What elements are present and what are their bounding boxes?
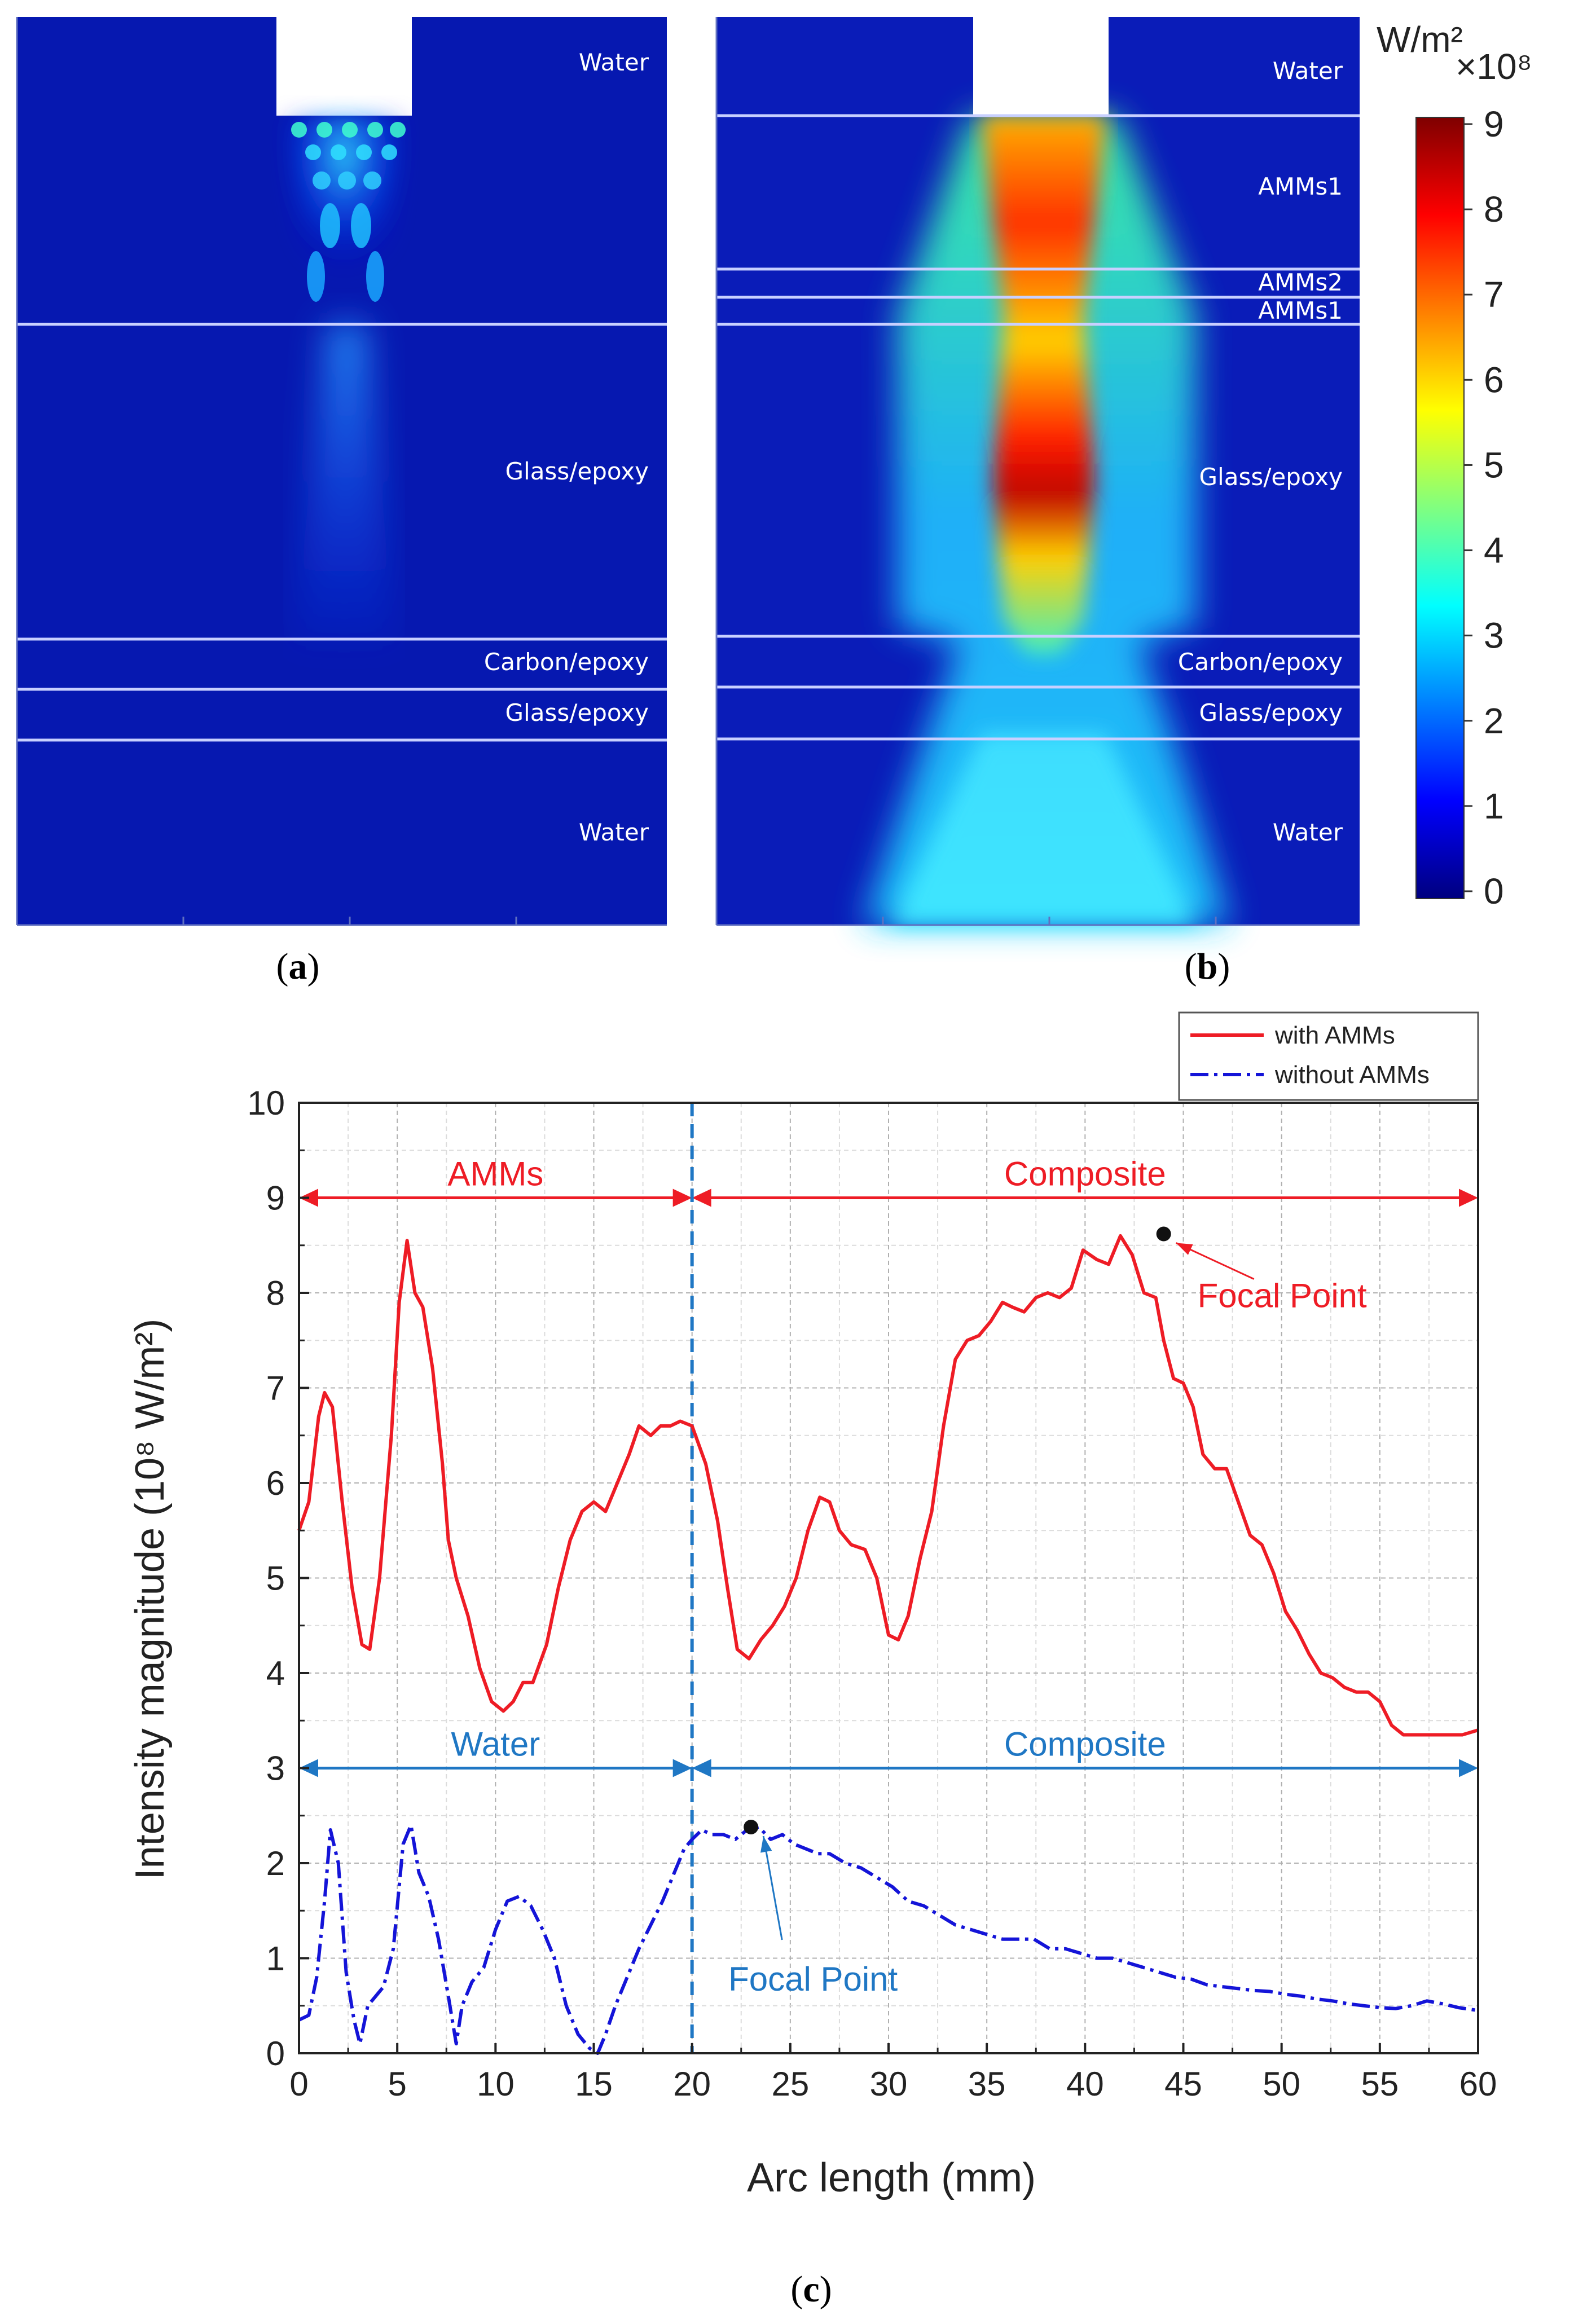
colorbar-gradient	[1415, 117, 1465, 899]
chart-series	[297, 1234, 1479, 2055]
colorbar-tick-label: 8	[1484, 189, 1504, 230]
colorbar-tick-label: 2	[1484, 701, 1504, 741]
layer-label-b-amms2: AMMs2	[1258, 269, 1343, 296]
x-tick-label: 50	[1263, 2065, 1300, 2103]
region-arrow-lower-right-head-left	[692, 1759, 711, 1777]
layer-label-a-water-top: Water	[579, 49, 649, 76]
layer-label-b-glass-epoxy-1: Glass/epoxy	[1199, 463, 1343, 491]
focal-point-arrowhead	[1176, 1243, 1193, 1255]
x-tick-label: 25	[771, 2065, 809, 2103]
y-tick-label: 4	[266, 1654, 285, 1692]
layer-label-b-carbon-epoxy: Carbon/epoxy	[1178, 648, 1343, 676]
y-tick-label: 1	[266, 1940, 285, 1978]
layer-label-b-amms1-bottom: AMMs1	[1258, 297, 1343, 324]
layer-label-a-carbon-epoxy: Carbon/epoxy	[484, 648, 649, 676]
colorbar-tick-label: 0	[1484, 871, 1504, 912]
colorbar-tick-label: 3	[1484, 615, 1504, 656]
focal-point-label: Focal Point	[1198, 1277, 1367, 1315]
x-tick-label: 55	[1361, 2065, 1399, 2103]
y-tick-label: 5	[266, 1560, 285, 1597]
x-tick-label: 35	[968, 2065, 1006, 2103]
layer-label-b-amms1-top: AMMs1	[1258, 173, 1343, 200]
x-axis-title: Arc length (mm)	[747, 2155, 1036, 2200]
colorbar-tick-label: 6	[1484, 359, 1504, 400]
layer-label-b-water-bottom: Water	[1273, 818, 1343, 846]
legend-label-with-amms: with AMMs	[1274, 1022, 1395, 1049]
legend-box	[1178, 1011, 1479, 1101]
layer-label-a-glass-epoxy-2: Glass/epoxy	[505, 699, 649, 727]
heatmap-a-frame-ticks	[16, 17, 667, 926]
transducer-a	[276, 17, 412, 116]
focal-point-marker	[744, 1819, 759, 1834]
colorbar-tick-label: 4	[1484, 530, 1504, 571]
y-tick-label: 9	[266, 1179, 285, 1217]
focal-point-arrowhead	[760, 1836, 772, 1853]
x-tick-label: 45	[1164, 2065, 1202, 2103]
focal-point-marker	[1156, 1226, 1171, 1242]
chart-grid	[298, 1102, 1479, 2054]
region-arrow-upper-right-head-left	[692, 1189, 711, 1207]
beam-b-core	[982, 116, 1106, 654]
colorbar-tick-label: 7	[1484, 274, 1504, 315]
legend-label-without-amms: without AMMs	[1274, 1061, 1430, 1089]
y-tick-label: 2	[266, 1845, 285, 1882]
y-axis-title: Intensity magnitude (10⁸ W/m²)	[127, 1319, 173, 1880]
y-tick-label: 0	[266, 2035, 285, 2072]
beam-a-pattern	[291, 122, 406, 302]
region-label-upper-right: Composite	[1004, 1155, 1166, 1193]
heatmap-b-frame-ticks	[715, 17, 1360, 926]
panel-label-a: (a)	[276, 946, 320, 987]
colorbar-unit: W/m²	[1377, 19, 1463, 60]
region-label-lower-right: Composite	[1004, 1726, 1166, 1763]
x-tick-label: 60	[1459, 2065, 1497, 2103]
layer-label-a-water-bottom: Water	[579, 818, 649, 846]
region-label-lower-left: Water	[451, 1726, 540, 1763]
colorbar-tick-label: 1	[1484, 786, 1504, 826]
focal-point-arrow	[762, 1836, 783, 1940]
panel-label-b: (b)	[1185, 946, 1230, 987]
transducer-b	[973, 17, 1109, 116]
x-tick-label: 5	[388, 2065, 406, 2103]
region-arrow-upper-left-head-right	[672, 1189, 692, 1207]
region-arrow-upper-right-head-right	[1459, 1189, 1478, 1207]
series-line-0	[297, 1234, 1479, 1737]
beam-a-glass	[293, 324, 395, 643]
panel-label-c: (c)	[790, 2269, 832, 2310]
layer-label-b-water-top: Water	[1273, 57, 1343, 85]
heatmap-a: Water Glass/epoxy Carbon/epoxy Glass/epo…	[16, 17, 667, 926]
x-tick-label: 10	[477, 2065, 515, 2103]
legend: with AMMs without AMMs	[1178, 1011, 1479, 1101]
y-tick-label: 6	[266, 1464, 285, 1502]
x-tick-label: 20	[673, 2065, 711, 2103]
chart-annotations: Focal Point Focal Point	[728, 1226, 1367, 1998]
y-tick-label: 8	[266, 1274, 285, 1312]
colorbar-tick-label: 9	[1484, 104, 1504, 144]
x-tick-label: 40	[1066, 2065, 1104, 2103]
region-arrow-lower-right-head-right	[1459, 1759, 1478, 1777]
y-tick-label: 7	[266, 1370, 285, 1407]
colorbar: W/m² ×10⁸ 9 8 7 6 5 4 3 2 1 0	[1377, 19, 1532, 912]
x-tick-label: 0	[289, 2065, 308, 2103]
x-tick-label: 30	[870, 2065, 908, 2103]
y-tick-label: 10	[247, 1084, 285, 1122]
colorbar-ticks: 9 8 7 6 5 4 3 2 1 0	[1464, 104, 1504, 912]
focal-point-label: Focal Point	[728, 1960, 898, 1998]
x-tick-label: 15	[575, 2065, 613, 2103]
beam-b-water	[891, 733, 1196, 925]
y-tick-label: 3	[266, 1750, 285, 1788]
colorbar-tick-label: 5	[1484, 444, 1504, 485]
region-arrow-lower-left-head-right	[672, 1759, 692, 1777]
colorbar-multiplier: ×10⁸	[1456, 46, 1532, 87]
series-line-1	[298, 1823, 1479, 2055]
region-label-upper-left: AMMs	[447, 1155, 543, 1193]
layer-label-b-glass-epoxy-2: Glass/epoxy	[1199, 699, 1343, 727]
heatmap-b: Water AMMs1 AMMs2 AMMs1 Glass/epoxy Carb…	[715, 17, 1360, 926]
layer-label-a-glass-epoxy-1: Glass/epoxy	[505, 457, 649, 485]
